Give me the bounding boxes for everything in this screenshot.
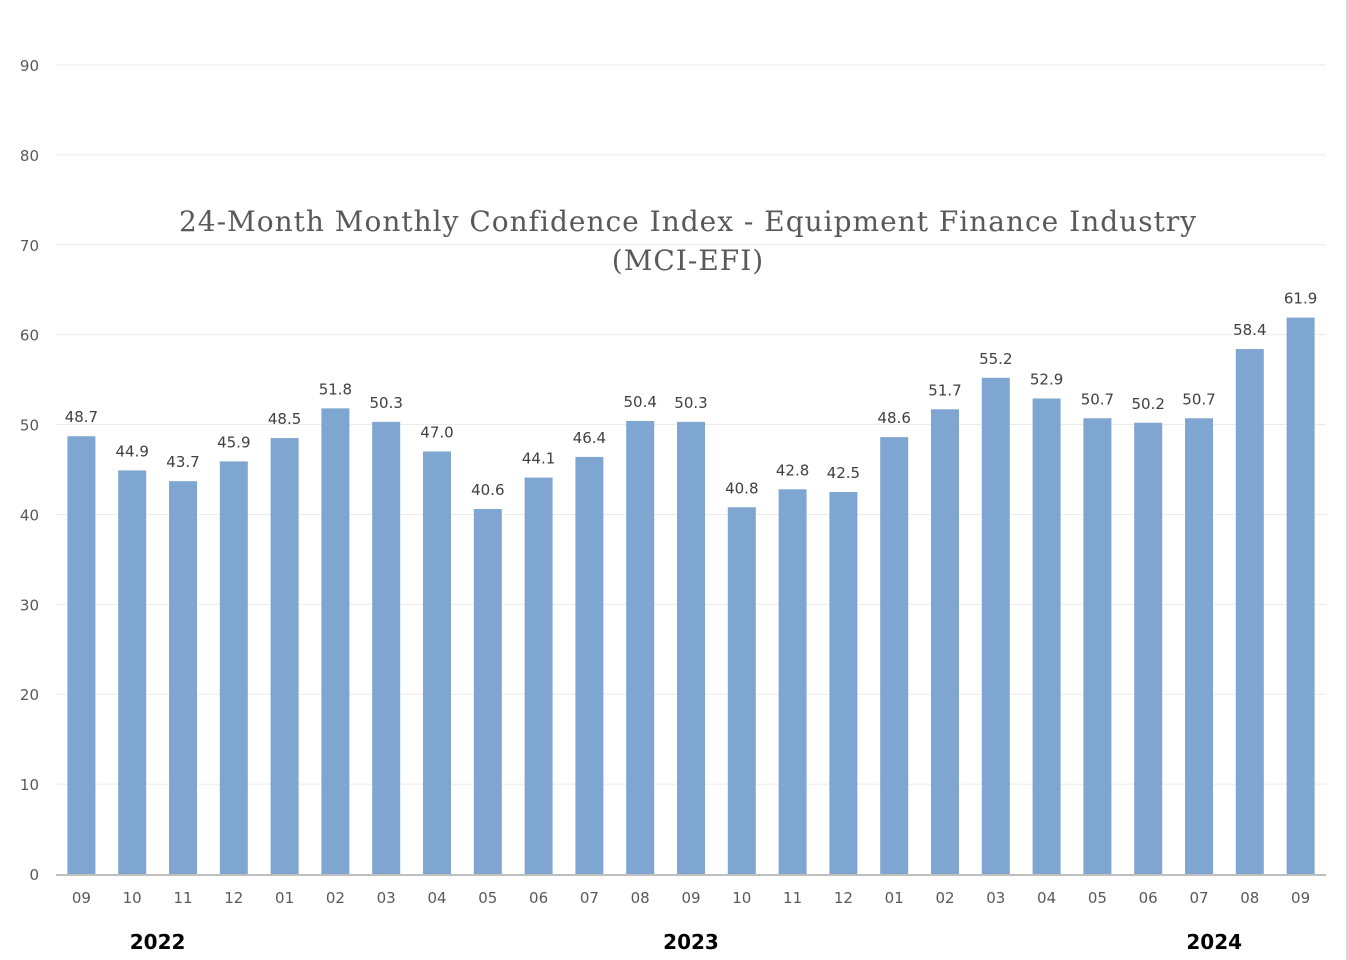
bar [169, 481, 197, 874]
x-tick-label: 12 [834, 889, 853, 907]
bars [67, 317, 1315, 874]
data-label: 44.9 [115, 442, 148, 460]
x-tick-label: 08 [631, 889, 650, 907]
bar [575, 456, 604, 874]
data-label: 55.2 [979, 350, 1012, 368]
data-label: 51.7 [928, 381, 961, 399]
bar [473, 509, 502, 874]
x-tick-label: 09 [72, 889, 91, 907]
data-label: 42.5 [827, 464, 860, 482]
data-label: 48.5 [268, 410, 301, 428]
x-tick-label: 10 [123, 889, 142, 907]
y-tick-label: 20 [20, 686, 39, 704]
year-label: 2022 [130, 930, 186, 954]
bar [931, 409, 959, 874]
data-label: 50.3 [674, 394, 707, 412]
bar [423, 451, 451, 874]
y-tick-label: 10 [20, 776, 39, 794]
y-axis-ticks: 0 10 20 30 40 50 60 70 80 90 [20, 57, 39, 884]
bar [270, 438, 299, 874]
bar [677, 421, 705, 874]
bar [1286, 317, 1315, 874]
x-tick-label: 02 [326, 889, 345, 907]
y-tick-label: 90 [20, 57, 39, 75]
x-tick-label: 03 [377, 889, 396, 907]
data-label: 44.1 [522, 450, 555, 468]
bar [1083, 418, 1112, 874]
data-label: 51.8 [319, 380, 352, 398]
bar [1032, 398, 1061, 874]
data-label: 43.7 [166, 453, 199, 471]
x-tick-label: 01 [275, 889, 294, 907]
bar [67, 436, 96, 874]
data-label: 40.8 [725, 479, 758, 497]
data-labels: 48.7 44.9 43.7 45.9 48.5 51.8 50.3 47.0 40.6 44.1… [65, 290, 1318, 499]
y-tick-label: 0 [29, 866, 39, 884]
data-label: 47.0 [420, 424, 453, 442]
chart-subtitle: (MCI-EFI) [612, 244, 764, 277]
data-label: 40.6 [471, 481, 504, 499]
y-tick-label: 50 [20, 417, 39, 435]
data-label: 42.8 [776, 461, 809, 479]
x-tick-label: 10 [732, 889, 751, 907]
x-tick-label: 09 [1291, 889, 1310, 907]
y-tick-label: 80 [20, 147, 39, 165]
bar [118, 470, 147, 874]
x-tick-label: 04 [427, 889, 446, 907]
x-axis-ticks: 09 10 11 12 01 02 03 04 05 06 07 08 09 10 11 12 01 02 03 04… [72, 889, 1310, 907]
bar [778, 489, 807, 874]
x-tick-label: 09 [681, 889, 700, 907]
data-label: 48.7 [65, 408, 98, 426]
data-label: 50.7 [1081, 390, 1114, 408]
chart-title: 24-Month Monthly Confidence Index - Equi… [179, 205, 1197, 238]
y-tick-label: 30 [20, 596, 39, 614]
x-tick-label: 06 [1139, 889, 1158, 907]
data-label: 52.9 [1030, 370, 1063, 388]
x-tick-label: 03 [986, 889, 1005, 907]
year-label: 2023 [663, 930, 719, 954]
bar [727, 507, 756, 874]
x-tick-label: 04 [1037, 889, 1056, 907]
bar [829, 491, 858, 874]
bar [372, 421, 401, 874]
year-labels: 2022 2023 2024 [130, 930, 1242, 954]
bar [219, 461, 248, 874]
data-label: 45.9 [217, 433, 250, 451]
x-tick-label: 05 [478, 889, 497, 907]
data-label: 48.6 [877, 409, 910, 427]
x-tick-label: 11 [783, 889, 802, 907]
bar [1235, 349, 1264, 874]
data-label: 46.4 [573, 429, 606, 447]
y-tick-label: 60 [20, 327, 39, 345]
bar [1185, 418, 1213, 874]
data-label: 50.7 [1182, 390, 1215, 408]
x-tick-label: 01 [885, 889, 904, 907]
bar [626, 420, 655, 874]
y-tick-label: 70 [20, 237, 39, 255]
bar [321, 408, 350, 874]
data-label: 61.9 [1284, 290, 1317, 308]
bar [981, 377, 1010, 874]
x-tick-label: 07 [580, 889, 599, 907]
bar [1134, 422, 1163, 874]
data-label: 58.4 [1233, 321, 1266, 339]
x-tick-label: 06 [529, 889, 548, 907]
frame-border [1346, 0, 1348, 960]
x-tick-label: 02 [935, 889, 954, 907]
x-tick-label: 08 [1240, 889, 1259, 907]
bar [880, 437, 909, 874]
bar [524, 477, 553, 874]
x-tick-label: 07 [1189, 889, 1208, 907]
data-label: 50.3 [369, 394, 402, 412]
y-tick-label: 40 [20, 506, 39, 524]
data-label: 50.2 [1131, 395, 1164, 413]
x-tick-label: 11 [173, 889, 192, 907]
x-tick-label: 05 [1088, 889, 1107, 907]
x-tick-label: 12 [224, 889, 243, 907]
year-label: 2024 [1186, 930, 1242, 954]
data-label: 50.4 [623, 393, 656, 411]
